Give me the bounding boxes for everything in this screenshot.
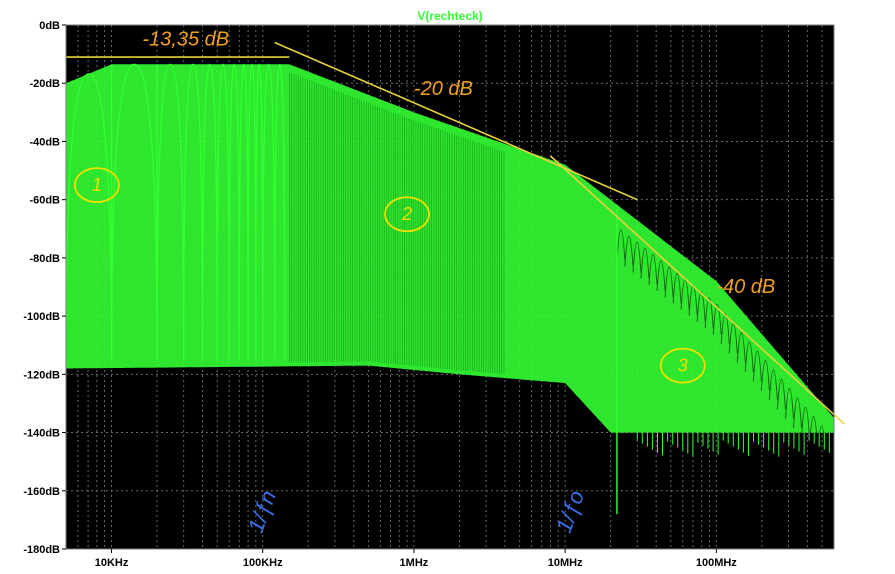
y-tick-label: -60dB: [29, 195, 60, 207]
region-circle-1: [73, 167, 120, 204]
region-label-2: 2: [401, 204, 412, 224]
chart-title: V(rechteck): [417, 9, 482, 23]
x-tick-label: 100MHz: [696, 557, 737, 569]
region-circle-2: [384, 196, 430, 233]
x-tick-label: 1MHz: [400, 557, 429, 569]
series-hatch: [289, 72, 505, 374]
x-tick-label: 100KHz: [243, 557, 283, 569]
series-lobes-v-rechteck: [65, 63, 286, 360]
annotation-label-2: -20 dB: [414, 78, 473, 100]
annotation-line-3: [549, 155, 845, 425]
y-tick-label: -140dB: [23, 428, 60, 440]
series-layer: [65, 63, 835, 515]
x-tick-label: 10KHz: [95, 557, 129, 569]
y-tick-label: -120dB: [23, 369, 60, 381]
annotation-label-1: -13,35 dB: [142, 28, 229, 50]
region-label-1: 1: [92, 175, 102, 195]
y-tick-label: -180dB: [23, 544, 60, 556]
axis-layer: 0dB -20dB -40dB -60dB -80dB -100dB -120dB -140d…: [23, 20, 835, 569]
region-circle-3: [659, 347, 706, 384]
y-tick-label: -20dB: [29, 78, 60, 90]
series-tail-spikes: [636, 432, 830, 457]
annotation-line-2: [274, 41, 638, 201]
plot-frame: [65, 24, 835, 550]
y-tick-label: -80dB: [29, 253, 60, 265]
region-label-3: 3: [678, 356, 688, 376]
y-tick-label: 0dB: [39, 20, 60, 32]
y-tick-label: -40dB: [29, 136, 60, 148]
y-tick-label: -100dB: [23, 311, 60, 323]
y-tick-label: -160dB: [23, 486, 60, 498]
annotation-label-3: -40 dB: [716, 276, 775, 298]
x-tick-label: 10MHz: [548, 557, 583, 569]
